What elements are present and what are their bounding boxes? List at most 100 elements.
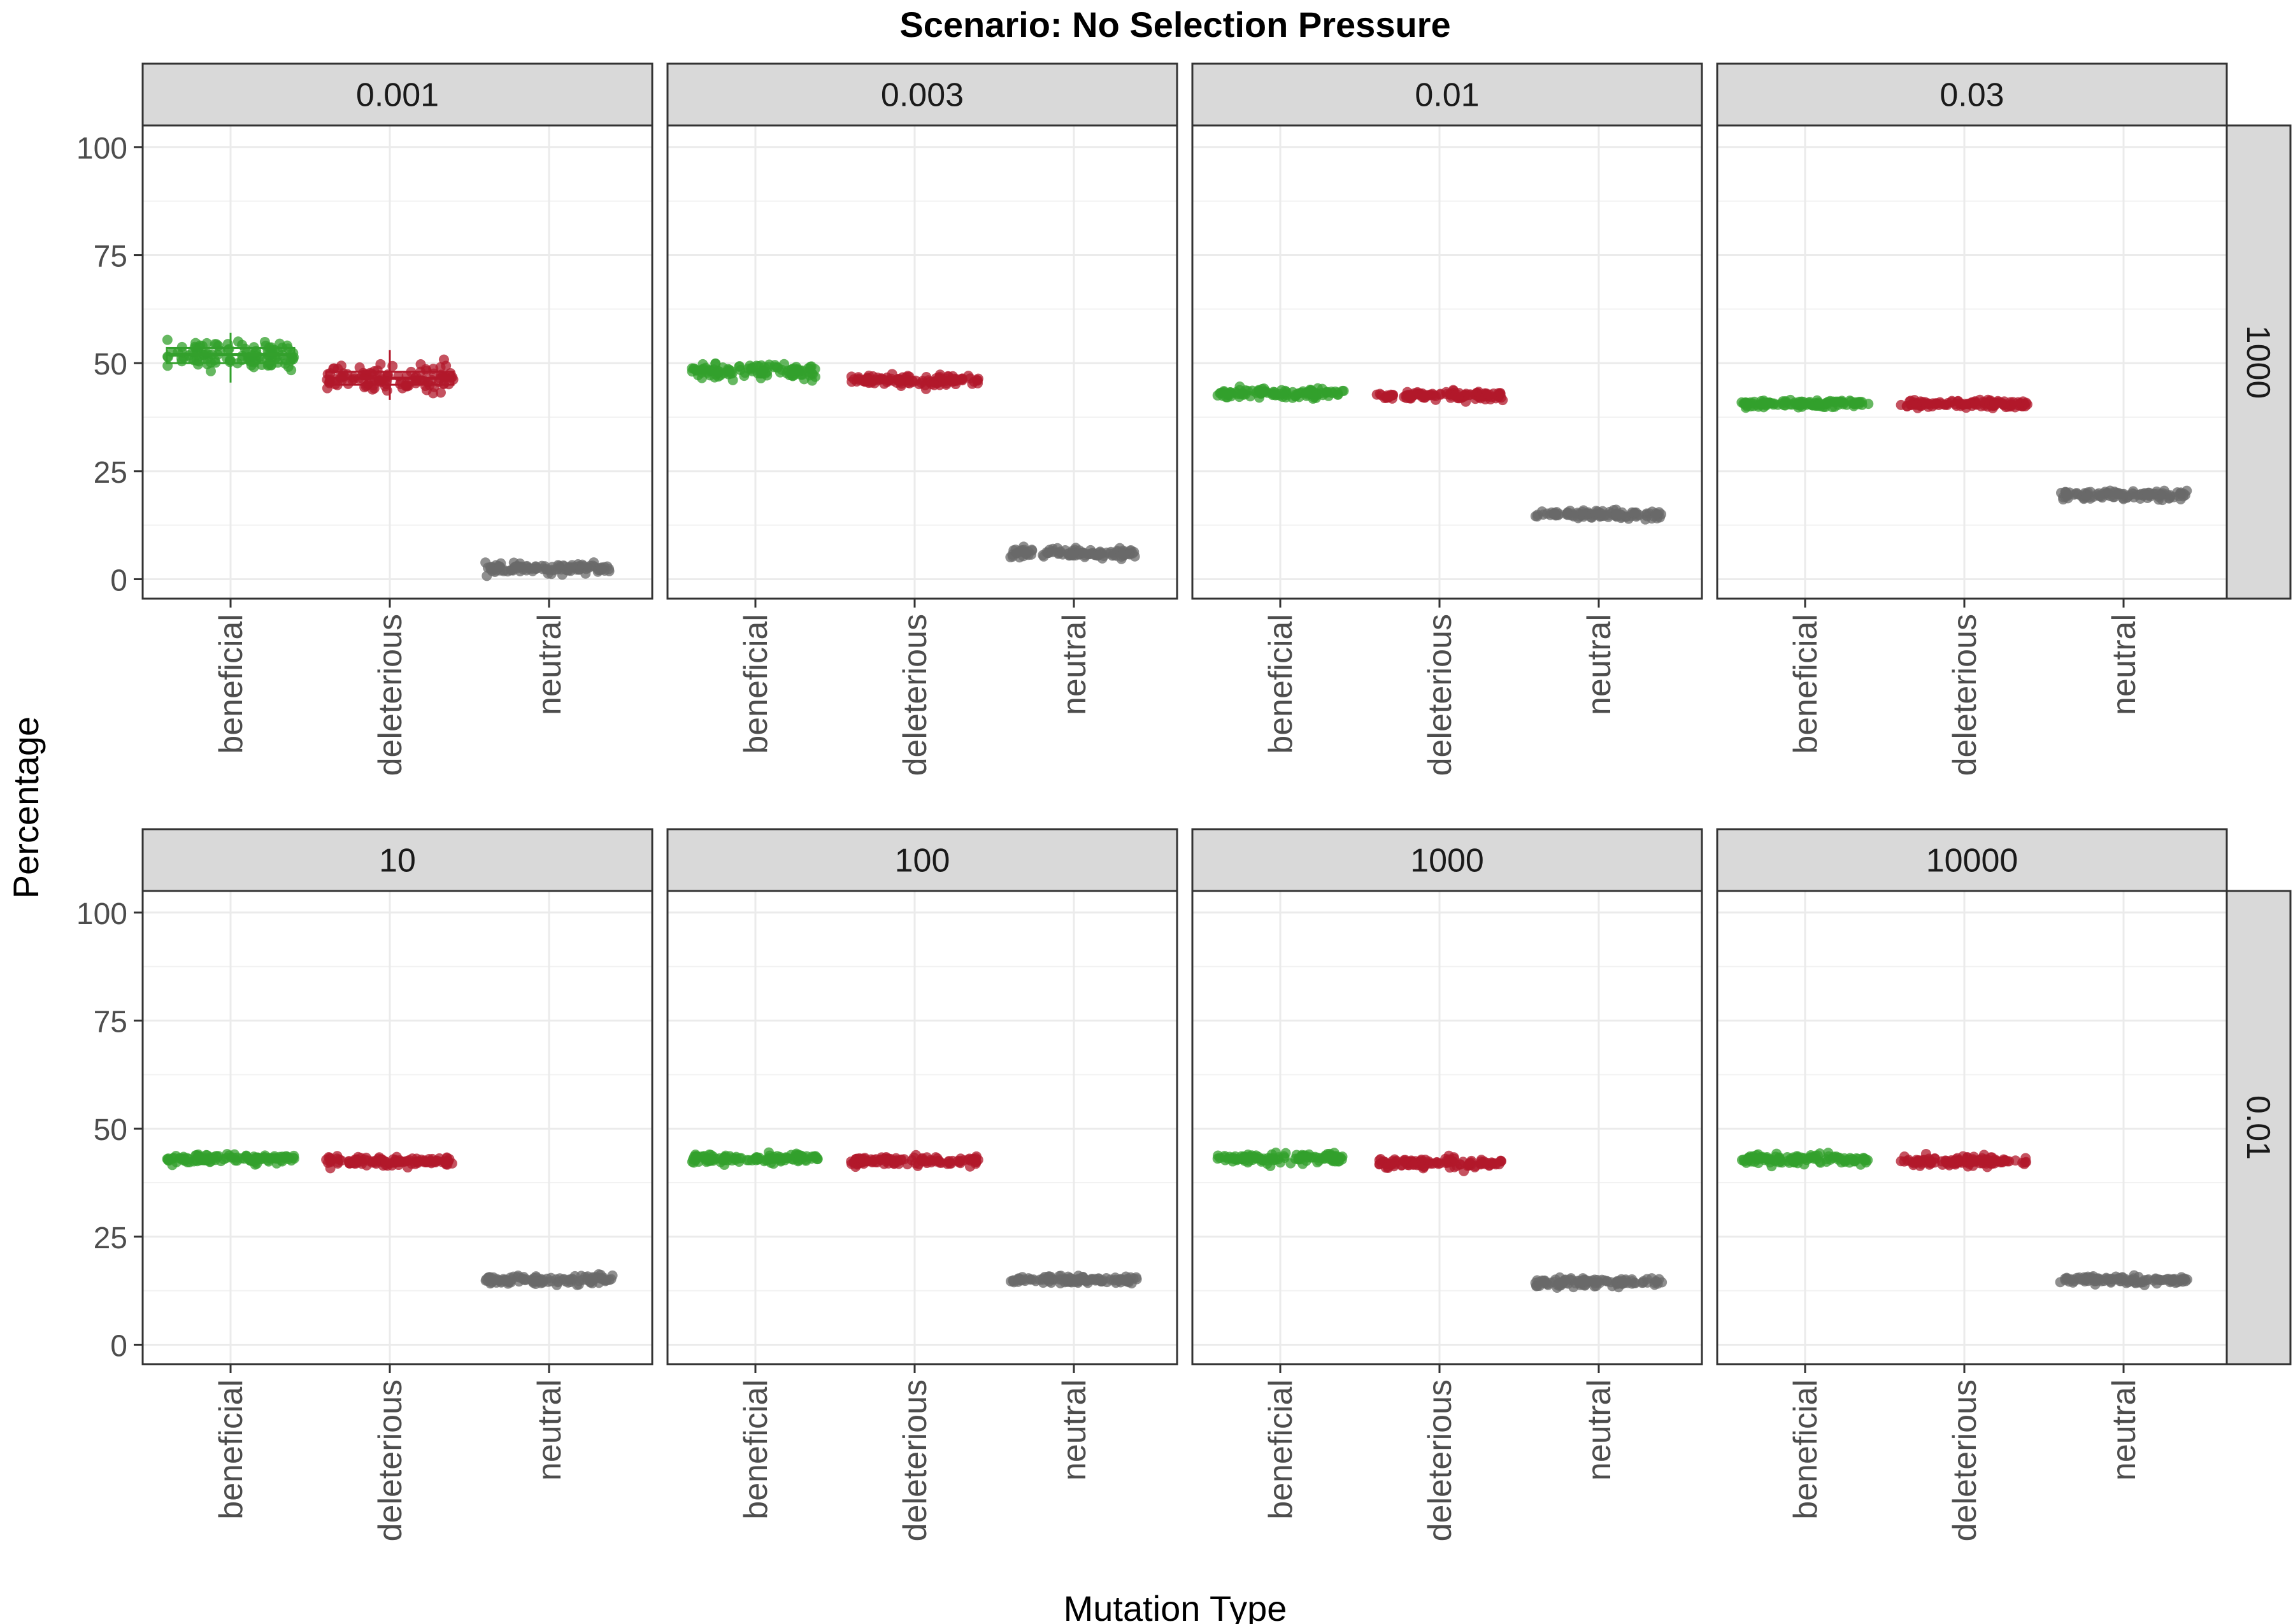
panel-border [666,124,1178,600]
data-point [1131,1272,1141,1283]
data-point [2006,399,2017,410]
data-point [2102,1274,2113,1285]
data-point [275,1151,285,1162]
data-point [1232,388,1243,399]
data-point [1097,1275,1108,1286]
x-axis-title: Mutation Type [1064,1588,1287,1624]
facet-panel: 10000 beneficial deleterious neutral [1716,828,2228,1541]
data-point [1556,1278,1567,1288]
data-point [1550,508,1561,518]
panel-strip-label: 0.01 [1415,77,1479,114]
neutral-points [480,1269,618,1290]
beneficial-boxplot [166,332,296,383]
x-tick-label: beneficial [1787,614,1824,754]
data-point [353,1151,364,1162]
x-tick-label: neutral [531,614,568,715]
data-point [2074,1272,2085,1283]
data-point [601,1275,612,1286]
y-tick-label: 75 [94,240,127,274]
data-point [252,1152,263,1163]
data-point [1929,399,1940,410]
data-point [779,359,790,369]
data-point [2133,1271,2144,1282]
data-point [1251,1150,1262,1161]
x-tick-label: neutral [531,1379,568,1481]
data-point [1461,396,1471,407]
data-point [2020,401,2031,411]
x-tick-label: beneficial [1262,614,1299,754]
data-point [1430,390,1441,401]
x-tick-label: deleterious [1947,614,1983,776]
data-point [210,339,220,350]
data-point [1943,398,1954,409]
data-point [1492,391,1503,402]
data-point [1294,1153,1304,1164]
facet-panel: 0.001 beneficial deleterious neutral [141,62,654,776]
data-point [515,1272,525,1283]
data-point [324,1152,335,1163]
data-point [439,1157,450,1167]
panel-strip-label: 0.003 [881,77,964,114]
data-point [1630,1278,1641,1288]
data-point [1381,1158,1392,1169]
y-tick-label: 100 [76,132,127,166]
panel-background [668,125,1177,599]
data-point [710,358,721,369]
data-point [1062,1271,1073,1282]
data-point [1924,1157,1935,1167]
data-point [1275,1157,1286,1168]
y-tick-label: 50 [94,1113,127,1147]
data-point [367,1157,378,1168]
data-point [731,1151,741,1162]
data-point [906,1155,917,1165]
data-point [1433,1158,1444,1169]
data-point [585,560,596,571]
data-point [950,379,961,390]
data-point [916,1155,927,1166]
data-point [725,366,736,376]
x-tick-label: deleterious [372,1379,409,1541]
data-point [1387,390,1397,401]
neutral-points [1006,1271,1142,1289]
data-point [1744,1153,1755,1164]
panel-background [143,891,652,1364]
data-point [528,1278,539,1288]
data-point [1481,388,1492,399]
data-point [574,1276,585,1286]
data-point [1976,1153,1987,1164]
data-point [811,1152,822,1163]
data-point [1078,548,1089,559]
panel-strip-label: 10 [379,843,416,880]
data-point [1745,397,1756,408]
data-point [167,1160,178,1171]
data-point [1086,1274,1097,1285]
data-point [1568,511,1579,522]
data-point [332,1151,343,1162]
data-point [1861,1157,1871,1168]
data-point [1118,550,1129,560]
data-point [869,1155,880,1165]
panel-strip [1716,62,2228,127]
data-point [487,566,497,576]
facet-panel: 0.01 beneficial deleterious neutral [1191,62,1703,776]
data-point [596,564,607,575]
neutral-points [1530,1272,1668,1293]
data-point [766,1153,777,1164]
panel-border [1716,124,2228,600]
data-point [769,362,780,373]
row-strip [2225,124,2292,600]
x-tick-label: neutral [1056,1379,1093,1481]
data-point [1222,392,1233,402]
data-point [162,334,173,345]
data-point [1336,1154,1347,1165]
x-tick-label: beneficial [1262,1379,1299,1520]
data-point [689,363,699,374]
data-point [1073,1271,1084,1281]
data-point [2094,490,2105,501]
data-point [1841,399,1852,410]
data-point [587,1273,598,1284]
y-tick-label: 25 [94,456,127,490]
data-point [2152,1274,2163,1285]
data-point [932,1153,943,1164]
